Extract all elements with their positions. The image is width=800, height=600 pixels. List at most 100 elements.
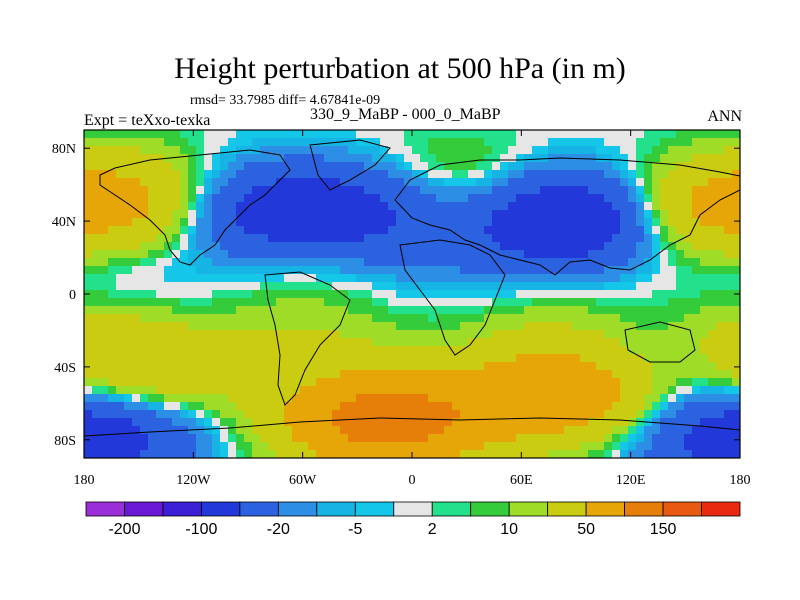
field-cell bbox=[108, 258, 117, 267]
field-cell bbox=[660, 170, 669, 179]
field-cell bbox=[468, 162, 477, 171]
field-cell bbox=[268, 154, 277, 163]
field-cell bbox=[492, 266, 501, 275]
field-cell bbox=[652, 170, 661, 179]
field-cell bbox=[668, 194, 677, 203]
field-cell bbox=[452, 306, 461, 315]
field-cell bbox=[156, 370, 165, 379]
field-cell bbox=[324, 410, 333, 419]
field-cell bbox=[292, 258, 301, 267]
field-cell bbox=[268, 450, 277, 458]
field-cell bbox=[540, 370, 549, 379]
field-cell bbox=[724, 210, 733, 219]
field-cell bbox=[316, 242, 325, 251]
field-cell bbox=[364, 162, 373, 171]
field-cell bbox=[268, 418, 277, 427]
field-cell bbox=[356, 210, 365, 219]
field-cell bbox=[148, 138, 157, 147]
field-cell bbox=[364, 242, 373, 251]
field-cell bbox=[428, 250, 437, 259]
field-cell bbox=[524, 274, 533, 283]
field-cell bbox=[636, 378, 645, 387]
field-cell bbox=[724, 242, 733, 251]
field-cell bbox=[276, 434, 285, 443]
field-cell bbox=[700, 234, 709, 243]
field-cell bbox=[724, 170, 733, 179]
field-cell bbox=[732, 258, 740, 267]
field-cell bbox=[524, 362, 533, 371]
field-cell bbox=[132, 378, 141, 387]
field-cell bbox=[516, 306, 525, 315]
field-cell bbox=[388, 378, 397, 387]
field-cell bbox=[372, 178, 381, 187]
field-cell bbox=[92, 266, 101, 275]
field-cell bbox=[332, 450, 341, 458]
field-cell bbox=[276, 178, 285, 187]
field-cell bbox=[580, 282, 589, 291]
field-cell bbox=[572, 138, 581, 147]
field-cell bbox=[524, 242, 533, 251]
field-cell bbox=[156, 162, 165, 171]
field-cell bbox=[484, 202, 493, 211]
field-cell bbox=[332, 258, 341, 267]
field-cell bbox=[228, 186, 237, 195]
field-cell bbox=[684, 330, 693, 339]
field-cell bbox=[684, 290, 693, 299]
field-cell bbox=[452, 170, 461, 179]
field-cell bbox=[308, 362, 317, 371]
field-cell bbox=[212, 394, 221, 403]
field-cell bbox=[276, 362, 285, 371]
field-cell bbox=[452, 258, 461, 267]
field-cell bbox=[604, 410, 613, 419]
field-cell bbox=[548, 130, 557, 139]
field-cell bbox=[308, 322, 317, 331]
field-cell bbox=[612, 410, 621, 419]
field-cell bbox=[100, 434, 109, 443]
field-cell bbox=[732, 330, 740, 339]
field-cell bbox=[580, 450, 589, 458]
field-cell bbox=[460, 138, 469, 147]
field-cell bbox=[148, 186, 157, 195]
field-cell bbox=[228, 402, 237, 411]
field-cell bbox=[148, 314, 157, 323]
field-cell bbox=[444, 146, 453, 155]
field-cell bbox=[564, 434, 573, 443]
field-cell bbox=[668, 258, 677, 267]
field-cell bbox=[164, 314, 173, 323]
field-cell bbox=[412, 314, 421, 323]
field-cell bbox=[372, 450, 381, 458]
field-cell bbox=[196, 402, 205, 411]
field-cell bbox=[620, 138, 629, 147]
field-cell bbox=[308, 450, 317, 458]
field-cell bbox=[124, 370, 133, 379]
field-cell bbox=[580, 266, 589, 275]
field-cell bbox=[652, 226, 661, 235]
field-cell bbox=[196, 154, 205, 163]
field-cell bbox=[708, 178, 717, 187]
field-cell bbox=[284, 274, 293, 283]
field-cell bbox=[564, 322, 573, 331]
field-cell bbox=[292, 274, 301, 283]
field-cell bbox=[548, 258, 557, 267]
field-cell bbox=[180, 306, 189, 315]
field-cell bbox=[188, 322, 197, 331]
field-cell bbox=[460, 322, 469, 331]
field-cell bbox=[132, 442, 141, 451]
field-cell bbox=[420, 330, 429, 339]
field-cell bbox=[300, 426, 309, 435]
field-cell bbox=[548, 242, 557, 251]
field-cell bbox=[596, 378, 605, 387]
field-cell bbox=[348, 290, 357, 299]
field-cell bbox=[564, 170, 573, 179]
field-cell bbox=[628, 434, 637, 443]
field-cell bbox=[708, 218, 717, 227]
field-cell bbox=[724, 338, 733, 347]
field-cell bbox=[140, 322, 149, 331]
field-cell bbox=[476, 298, 485, 307]
field-cell bbox=[588, 234, 597, 243]
field-cell bbox=[188, 202, 197, 211]
field-cell bbox=[420, 346, 429, 355]
field-cell bbox=[516, 434, 525, 443]
field-cell bbox=[164, 146, 173, 155]
field-cell bbox=[596, 138, 605, 147]
